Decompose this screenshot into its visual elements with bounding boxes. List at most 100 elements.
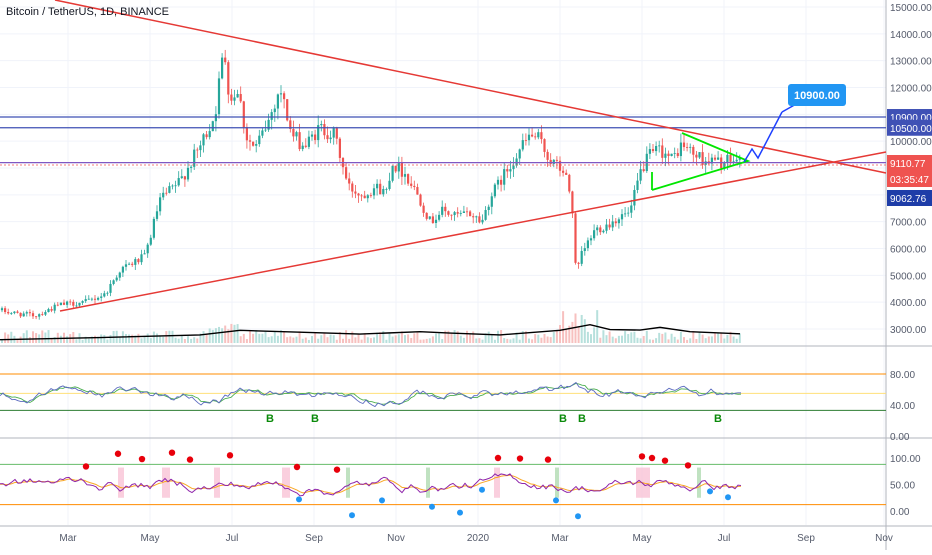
volume-bar	[66, 336, 69, 343]
volume-bar	[630, 332, 633, 343]
volume-bar	[320, 335, 323, 343]
volume-bar	[7, 334, 10, 343]
pane2-main-line	[0, 381, 742, 408]
candle-body	[658, 145, 661, 147]
candle-body	[552, 159, 555, 164]
candle-body	[137, 259, 140, 263]
volume-bar	[252, 333, 255, 343]
volume-bar	[428, 338, 431, 343]
volume-bar	[497, 330, 499, 343]
candle-body	[555, 159, 558, 161]
volume-bar	[568, 325, 571, 343]
candle-body	[50, 309, 53, 311]
candle-body	[261, 130, 264, 136]
candle-body	[366, 195, 369, 199]
candle-body	[56, 304, 59, 306]
level-label-10500: 10500.00	[890, 124, 932, 135]
countdown-label-bg	[887, 171, 932, 187]
candle-body	[264, 129, 267, 131]
volume-bar	[16, 339, 19, 343]
volume-bar	[661, 333, 664, 343]
candle-body	[357, 193, 360, 196]
volume-bar	[227, 329, 230, 343]
candle-body	[642, 169, 645, 172]
red-dot	[226, 452, 234, 459]
volume-bar	[521, 331, 524, 343]
y-tick-label: 14000.00	[890, 30, 932, 41]
candle-body	[667, 153, 670, 157]
candle-body	[183, 176, 186, 180]
candle-body	[47, 309, 50, 313]
volume-bar	[624, 331, 627, 343]
volume-bar	[224, 325, 227, 343]
candle-body	[568, 174, 571, 192]
volume-bar	[425, 338, 428, 343]
y-tick-label: 5000.00	[890, 271, 927, 282]
volume-bar	[187, 336, 189, 343]
candle-body	[62, 302, 66, 305]
volume-bar	[416, 332, 419, 343]
x-tick-label: May	[141, 533, 160, 544]
volume-bar	[245, 339, 248, 343]
candle-body	[400, 162, 403, 177]
volume-bar	[602, 330, 605, 343]
volume-bar	[574, 313, 577, 343]
volume-bar	[140, 338, 143, 343]
candle-body	[617, 219, 620, 224]
candle-body	[69, 301, 72, 303]
candle-body	[589, 238, 593, 241]
pane2-y-tick: 0.00	[890, 432, 910, 443]
blue-dot	[553, 497, 559, 504]
candle-body	[596, 227, 599, 231]
candle-body	[295, 132, 298, 137]
red-dot	[333, 466, 341, 473]
volume-bar	[528, 338, 530, 343]
candle-body	[580, 250, 583, 264]
volume-bar	[571, 321, 574, 343]
volume-bar	[397, 334, 400, 343]
candle-body	[202, 134, 205, 146]
candle-body	[394, 165, 397, 172]
volume-bar	[394, 335, 397, 343]
candle-body	[407, 174, 410, 184]
volume-bar	[81, 339, 84, 343]
volume-bar	[506, 338, 509, 343]
candle-body	[713, 157, 717, 160]
candle-body	[41, 314, 44, 315]
volume-bar	[373, 337, 375, 343]
candle-body	[301, 145, 304, 150]
volume-bar	[41, 330, 44, 343]
candle-body	[608, 224, 611, 228]
red-dot	[494, 454, 502, 462]
x-tick-label: Mar	[551, 533, 569, 544]
candle-body	[428, 216, 431, 219]
candle-body	[602, 230, 605, 233]
candle-body	[469, 211, 472, 217]
volume-bar	[438, 332, 441, 343]
candle-body	[661, 145, 664, 158]
volume-bar	[286, 337, 289, 343]
candle-body	[124, 264, 128, 267]
volume-bar	[726, 334, 729, 343]
candle-body	[500, 179, 503, 185]
volume-bar	[717, 333, 720, 343]
volume-bar	[221, 328, 224, 343]
candle-body	[599, 227, 602, 233]
volume-bar	[487, 331, 490, 343]
blue-dot	[296, 496, 302, 503]
candle-body	[710, 157, 713, 164]
candle-body	[90, 298, 93, 300]
volume-bar	[475, 338, 478, 343]
candle-body	[425, 212, 428, 219]
candle-body	[413, 185, 416, 188]
candle-body	[103, 293, 106, 297]
volume-bar	[710, 336, 713, 343]
candle-body	[726, 154, 729, 163]
candle-body	[134, 259, 137, 265]
pane3-shade	[282, 467, 290, 498]
candle-body	[230, 94, 233, 101]
candle-body	[531, 134, 534, 137]
candle-body	[75, 305, 78, 307]
candle-body	[109, 283, 112, 293]
